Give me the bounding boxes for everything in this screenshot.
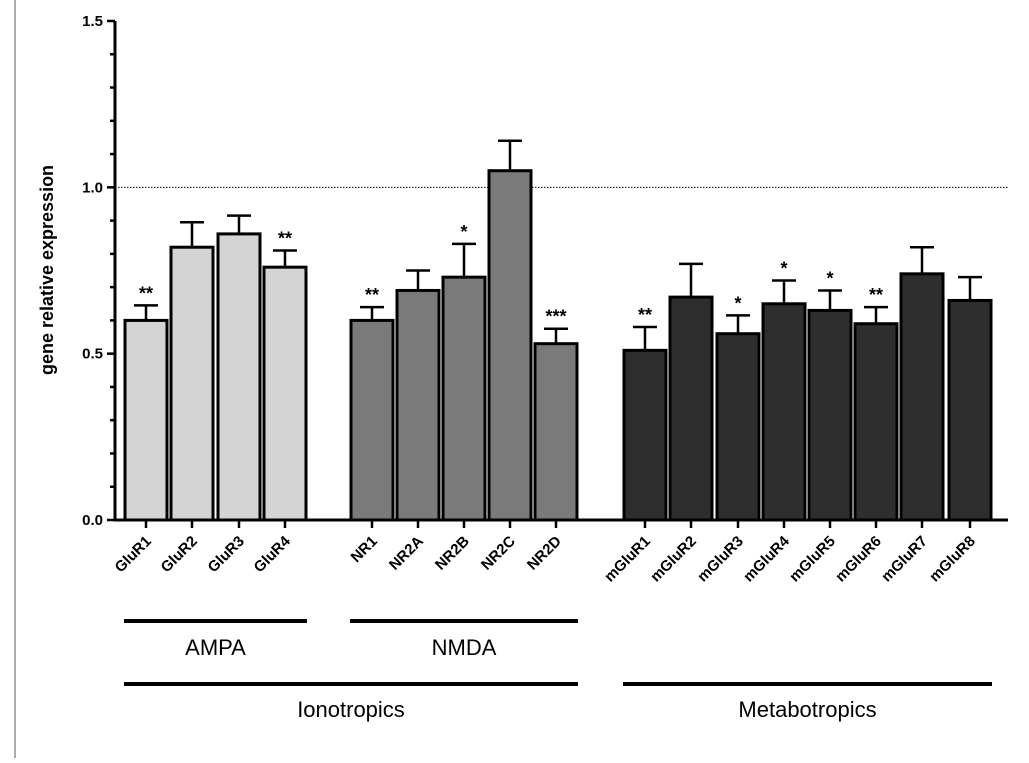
group-ampa: AMPA — [124, 619, 307, 660]
bar — [947, 298, 993, 522]
x-tick-label: mGluR8 — [926, 533, 979, 586]
group-metabotropics: Metabotropics — [623, 682, 992, 722]
bar — [441, 275, 487, 522]
bar-group-mglur2 — [668, 262, 714, 522]
bar-group-mglur3: * — [715, 293, 761, 522]
y-axis-label: gene relative expression — [37, 165, 57, 375]
bar-group-nr1: ** — [349, 285, 395, 522]
x-tick-label: NR2C — [478, 533, 519, 574]
significance-marker: ** — [869, 285, 883, 305]
group-nmda: NMDA — [350, 619, 578, 660]
bar-group-nr2c — [487, 139, 533, 522]
significance-marker: * — [460, 222, 467, 242]
y-tick-label: 0.5 — [82, 346, 103, 363]
group-label: Ionotropics — [297, 697, 405, 722]
bar — [899, 272, 945, 522]
significance-marker: * — [780, 258, 787, 278]
group-brackets-layer: AMPA NMDA Ionotropics Metabotropics — [124, 619, 992, 722]
group-label: Metabotropics — [738, 697, 876, 722]
axes-layer: 0.0 0.5 1.0 1.5 — [82, 13, 1008, 529]
x-tick-label: NR2A — [386, 533, 427, 574]
x-tick-label: NR2D — [524, 533, 565, 574]
bar-group-mglur6: ** — [853, 285, 899, 522]
bars-layer: ********** **** *** — [123, 139, 993, 522]
x-tick-label: mGluR2 — [647, 533, 700, 586]
significance-marker: *** — [545, 307, 566, 327]
bar-group-glur4: ** — [262, 229, 308, 522]
y-tick-label: 0.0 — [82, 512, 103, 529]
bar — [807, 308, 853, 522]
bar — [533, 342, 579, 522]
bar — [487, 169, 533, 522]
bar-group-mglur8 — [947, 275, 993, 522]
bar-group-mglur7 — [899, 245, 945, 522]
x-tick-label: mGluR3 — [694, 533, 747, 586]
group-label: NMDA — [432, 635, 497, 660]
significance-marker: ** — [638, 305, 652, 325]
significance-marker: ** — [278, 229, 292, 249]
bar-group-mglur1: ** — [622, 305, 668, 522]
group-ionotropics: Ionotropics — [124, 682, 578, 722]
bar-group-nr2b: * — [441, 222, 487, 522]
x-tick-label: NR1 — [348, 533, 381, 566]
group-label: AMPA — [185, 635, 246, 660]
bar-group-glur3 — [216, 214, 262, 522]
x-tick-label: GluR1 — [112, 533, 155, 576]
bar — [216, 232, 262, 522]
bar — [853, 322, 899, 522]
x-tick-label: mGluR1 — [601, 533, 654, 586]
bar — [761, 302, 807, 522]
bar-group-mglur4: * — [761, 258, 807, 522]
x-tick-label: GluR4 — [251, 532, 295, 576]
bar-group-nr2a — [395, 269, 441, 522]
bar — [123, 318, 169, 522]
bar — [169, 245, 215, 522]
bar-group-nr2d: *** — [533, 307, 579, 522]
category-labels-layer: GluR1 GluR2 GluR3 GluR4 NR1 NR2A NR2B NR2C NR2D m… — [112, 532, 979, 585]
bar-group-mglur5: * — [807, 268, 853, 522]
bar — [715, 332, 761, 522]
y-tick-label: 1.5 — [82, 13, 103, 30]
significance-marker: * — [826, 268, 833, 288]
bar — [395, 288, 441, 522]
bar-group-glur1: ** — [123, 283, 169, 522]
significance-marker: * — [734, 293, 741, 313]
bar — [668, 295, 714, 522]
x-tick-label: GluR3 — [205, 533, 248, 576]
bar — [622, 348, 668, 522]
bar — [349, 318, 395, 522]
significance-marker: ** — [365, 285, 379, 305]
x-tick-label: NR2B — [432, 533, 473, 574]
x-tick-label: mGluR6 — [832, 533, 885, 586]
x-tick-label: GluR2 — [158, 533, 201, 576]
x-tick-label: mGluR5 — [786, 533, 839, 586]
bar — [262, 265, 308, 522]
x-tick-label: mGluR4 — [740, 532, 793, 585]
bar-group-glur2 — [169, 221, 215, 522]
x-tick-label: mGluR7 — [878, 533, 931, 586]
significance-marker: ** — [139, 283, 153, 303]
y-tick-label: 1.0 — [82, 179, 103, 196]
